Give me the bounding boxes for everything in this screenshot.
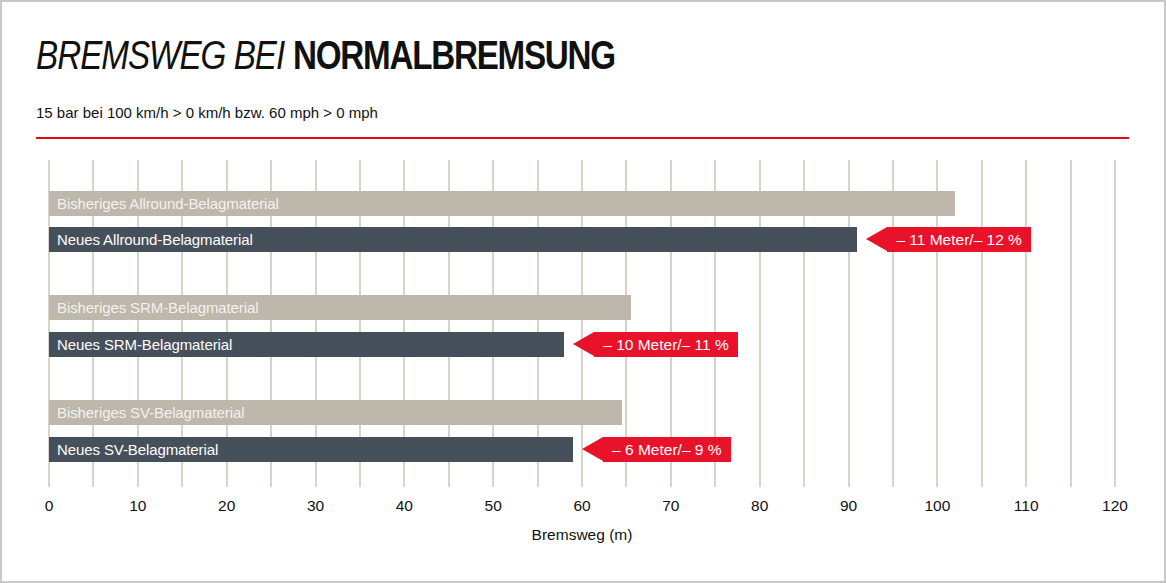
x-tick-label-30: 30 xyxy=(307,497,324,515)
x-tick-label-40: 40 xyxy=(396,497,413,515)
bar-neues-sv: Neues SV-Belagmaterial xyxy=(49,437,573,462)
bar-neues-allround: Neues Allround-Belagmaterial xyxy=(49,227,857,252)
title-divider-line xyxy=(36,137,1129,139)
page-title: BREMSWEG BEI NORMALBREMSUNG xyxy=(36,35,615,75)
bar-bisherig-srm: Bisheriges SRM-Belagmaterial xyxy=(49,295,631,320)
x-tick-label-90: 90 xyxy=(840,497,857,515)
arrow-left-icon xyxy=(573,332,594,356)
chart-canvas: BREMSWEG BEI NORMALBREMSUNG 15 bar bei 1… xyxy=(0,0,1166,583)
bar-bisherig-sv: Bisheriges SV-Belagmaterial xyxy=(49,400,622,425)
x-tick-label-0: 0 xyxy=(45,497,54,515)
x-tick-label-20: 20 xyxy=(218,497,235,515)
title-italic-part: BREMSWEG BEI xyxy=(36,33,284,77)
bar-neues-srm: Neues SRM-Belagmaterial xyxy=(49,332,564,357)
gridline-105 xyxy=(981,160,983,487)
x-tick-label-100: 100 xyxy=(924,497,950,515)
bar-label: Bisheriges Allround-Belagmaterial xyxy=(49,195,279,212)
subtitle: 15 bar bei 100 km/h > 0 km/h bzw. 60 mph… xyxy=(36,104,378,121)
x-tick-label-120: 120 xyxy=(1102,497,1128,515)
gridline-115 xyxy=(1070,160,1072,487)
x-tick-label-110: 110 xyxy=(1014,497,1039,515)
bar-label: Neues Allround-Belagmaterial xyxy=(49,231,253,248)
x-tick-label-80: 80 xyxy=(751,497,768,515)
arrow-left-icon xyxy=(866,227,887,251)
delta-badge-label: – 10 Meter/– 11 % xyxy=(594,332,738,357)
arrow-left-icon xyxy=(582,437,603,461)
x-tick-label-50: 50 xyxy=(485,497,502,515)
x-axis-label: Bremsweg (m) xyxy=(532,526,633,544)
delta-badge-srm: – 10 Meter/– 11 % xyxy=(573,332,738,357)
bar-label: Neues SRM-Belagmaterial xyxy=(49,336,232,353)
delta-badge-label: – 6 Meter/– 9 % xyxy=(603,437,730,462)
bar-label: Neues SV-Belagmaterial xyxy=(49,441,218,458)
delta-badge-sv: – 6 Meter/– 9 % xyxy=(582,437,730,462)
bar-label: Bisheriges SV-Belagmaterial xyxy=(49,404,244,421)
x-tick-label-60: 60 xyxy=(573,497,590,515)
delta-badge-allround: – 11 Meter/– 12 % xyxy=(866,227,1031,252)
bar-label: Bisheriges SRM-Belagmaterial xyxy=(49,299,258,316)
title-bold-part: NORMALBREMSUNG xyxy=(293,33,615,77)
x-tick-label-10: 10 xyxy=(129,497,146,515)
gridline-110 xyxy=(1025,160,1027,487)
x-tick-label-70: 70 xyxy=(662,497,679,515)
bar-bisherig-allround: Bisheriges Allround-Belagmaterial xyxy=(49,191,955,216)
delta-badge-label: – 11 Meter/– 12 % xyxy=(887,227,1031,252)
gridline-120 xyxy=(1114,160,1116,487)
